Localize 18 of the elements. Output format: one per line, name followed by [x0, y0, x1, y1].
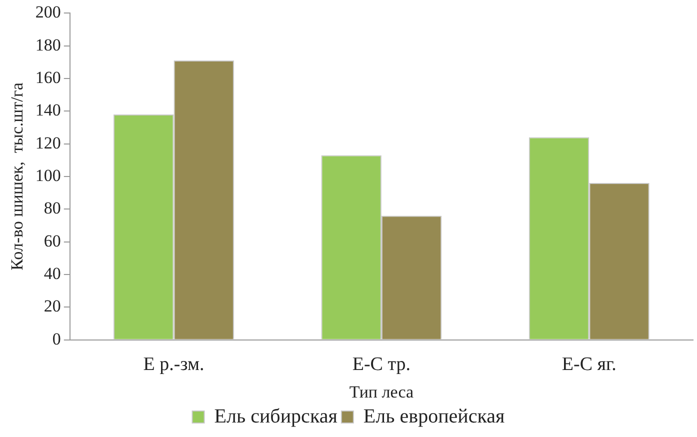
x-axis-title: Тип леса [349, 382, 414, 402]
y-tick-label: 160 [35, 68, 61, 87]
y-tick-label: 180 [35, 35, 61, 54]
y-tick-label: 100 [35, 166, 61, 185]
y-tick-label: 60 [44, 231, 61, 250]
y-tick-label: 0 [52, 329, 61, 348]
y-tick-label: 40 [44, 264, 61, 283]
y-tick-label: 20 [44, 296, 61, 316]
x-tick-label: Е-С яг. [562, 354, 616, 376]
legend-label: Ель сибирская [214, 405, 338, 428]
x-tick-label: Е-С тр. [352, 354, 411, 376]
y-tick-label: 80 [44, 198, 61, 218]
y-tick-label: 120 [35, 133, 61, 152]
y-tick-label: 140 [35, 100, 61, 120]
y-axis-title: Кол-во шишек, тыс.шт/га [8, 82, 27, 270]
x-tick-label: Е р.-зм. [143, 354, 204, 376]
legend-label: Ель европейская [363, 405, 505, 428]
y-tick-label: 200 [35, 2, 61, 22]
